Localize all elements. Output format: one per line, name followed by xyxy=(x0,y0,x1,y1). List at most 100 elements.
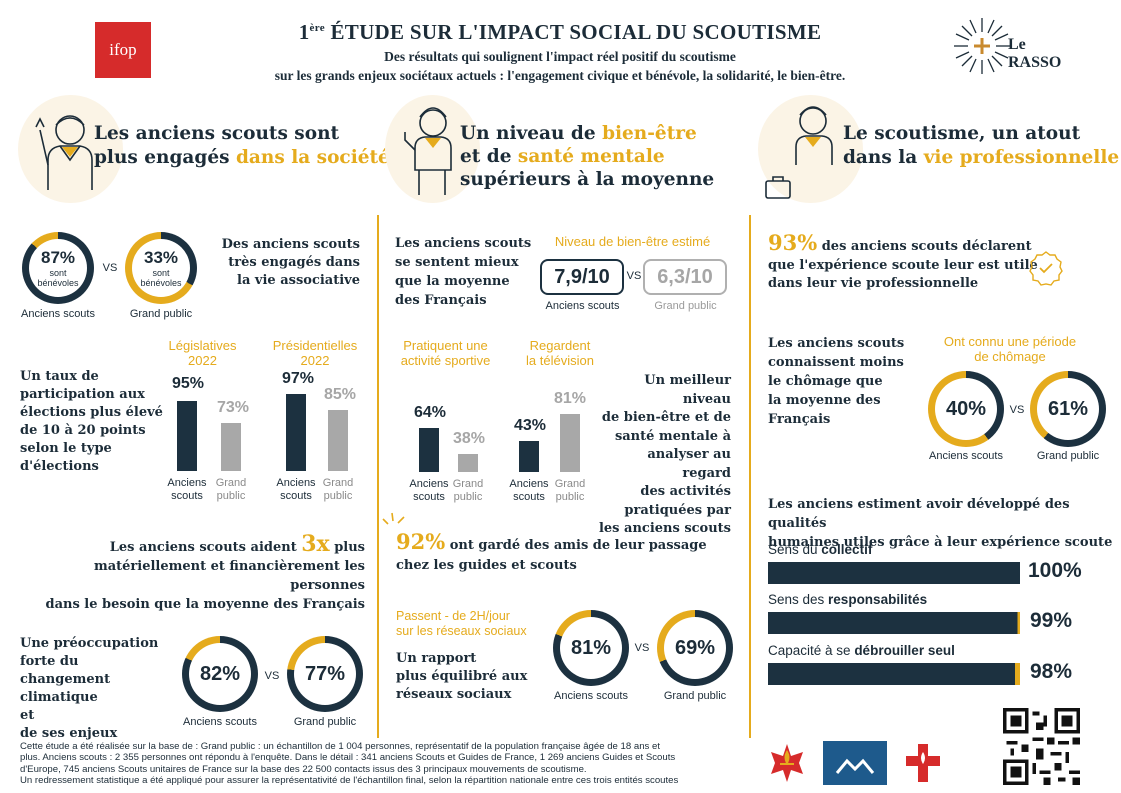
label: Grand public xyxy=(293,716,357,728)
scout-thumbs-up-icon xyxy=(404,107,452,195)
text-line: d'élections xyxy=(20,459,99,474)
label: Anciens scouts xyxy=(545,300,620,312)
quality-label: Sens des responsabilités xyxy=(768,592,928,607)
engaged-text: Des anciens scouts très engagés dans la vi… xyxy=(221,237,360,288)
ifop-logo: ifop xyxy=(95,22,151,78)
label: Grand public xyxy=(654,300,717,312)
professional-text: 93% des anciens scouts déclarent que l'e… xyxy=(768,230,1038,291)
section-heading-engagement: Les anciens scouts sont plus engagés dan… xyxy=(94,123,390,168)
label: Anciens scouts xyxy=(554,690,628,702)
section-heading-wellbeing: Un niveau de bien-être et de santé menta… xyxy=(460,123,715,190)
text-line: Les anciens scouts xyxy=(395,236,532,251)
text-line: Un rapport xyxy=(396,651,477,666)
qr-code-icon xyxy=(1003,708,1080,785)
sun-icon xyxy=(954,18,1010,74)
donut-unemployment-public: 61% xyxy=(1030,371,1106,447)
bar-pres-scouts xyxy=(286,394,306,471)
better-wellbeing-text: Un meilleur niveau de bien-être et de sant… xyxy=(598,372,731,539)
rasso-logo: Le RASSO xyxy=(952,16,1082,76)
bar-sport-public xyxy=(458,454,478,472)
donut-climate-public: 77% xyxy=(287,636,363,712)
bar-label: Grand public xyxy=(452,478,484,503)
scout-avatar xyxy=(758,95,863,203)
text-line: de bien-être et de xyxy=(601,410,731,425)
bar-tv-scouts xyxy=(519,441,539,472)
vs-label: VS xyxy=(1009,404,1025,416)
quality-bar-responsabilites xyxy=(768,612,1020,634)
qr-code xyxy=(1003,708,1080,785)
text-line: forte du changement xyxy=(20,654,111,687)
label: Anciens scouts xyxy=(21,308,95,320)
text-line: Français xyxy=(768,412,831,427)
text-line: selon le type xyxy=(20,441,112,456)
donut-public-volunteer: 33% sont bénévoles xyxy=(125,232,197,304)
donut-climate-scouts: 82% xyxy=(182,636,258,712)
scouts-unitaires-logo xyxy=(823,741,887,785)
quality-label: Sens du collectif xyxy=(768,542,873,557)
text-line: Les anciens scouts xyxy=(768,336,905,351)
label: Grand public xyxy=(129,308,193,320)
text-line: analyser au regard xyxy=(647,447,731,481)
vs-label: VS xyxy=(634,642,650,654)
donut-social-public: 69% xyxy=(657,610,733,686)
quality-value: 98% xyxy=(1030,660,1073,683)
quality-value: 99% xyxy=(1030,609,1073,632)
friends-text: 92% ont gardé des amis de leur passage c… xyxy=(396,529,707,573)
quality-bar-debrouiller xyxy=(768,663,1020,685)
scout-avatar xyxy=(385,95,480,203)
feel-better-text: Les anciens scouts se sentent mieux que la… xyxy=(395,234,535,310)
bar-leg-scouts xyxy=(177,401,197,471)
text-line: se sentent mieux xyxy=(395,255,519,270)
social-title: Passent - de 2H/jour sur les réseaux soci… xyxy=(396,609,527,638)
sparkle-icon xyxy=(382,512,405,525)
label: Anciens scouts xyxy=(929,450,1003,462)
vs-label: VS xyxy=(626,270,642,282)
label: Grand public xyxy=(1036,450,1100,462)
score-box-scouts: 7,9/10 xyxy=(540,259,624,295)
text-line: de 10 à 20 points xyxy=(20,423,146,438)
badge-check-icon xyxy=(1029,251,1063,286)
text-line: plus équilibré aux xyxy=(396,669,528,684)
text-line: Une préoccupation xyxy=(20,636,159,651)
bar-pres-public xyxy=(328,410,348,471)
bar-value: 43% xyxy=(513,417,547,434)
unemployment-title: Ont connu une période de chômage xyxy=(943,334,1077,364)
bar-label: Anciens scouts xyxy=(509,478,549,503)
bar-leg-public xyxy=(221,423,241,471)
bar-tv-public xyxy=(560,414,580,472)
text-line: que la moyenne xyxy=(395,274,510,289)
bar-value: 81% xyxy=(553,390,587,407)
vs-label: VS xyxy=(264,670,280,682)
social-text: Un rapport plus équilibré aux réseaux soci… xyxy=(396,650,546,704)
scout-briefcase-icon xyxy=(765,106,833,199)
bar-value: 95% xyxy=(171,375,205,392)
label: Anciens scouts xyxy=(183,716,257,728)
bar-sport-scouts xyxy=(419,428,439,472)
subtitle: Des résultats qui soulignent l'impact ré… xyxy=(274,49,846,83)
qualities-text: Les anciens estiment avoir développé des… xyxy=(768,497,1113,550)
wellbeing-title: Niveau de bien-être estimé xyxy=(554,234,711,249)
donut-unemployment-scouts: 40% xyxy=(928,371,1004,447)
help-text: Les anciens scouts aident 3x plus matéri… xyxy=(45,531,365,612)
donut-social-scouts: 81% xyxy=(553,610,629,686)
section-heading-professional: Le scoutisme, un atout dans la vie profe… xyxy=(843,123,1120,168)
text-line: le chômage que xyxy=(768,374,883,389)
sgdf-cross-icon xyxy=(906,744,940,782)
column-divider xyxy=(377,215,379,738)
text-line: connaissent moins xyxy=(768,355,904,370)
unemployment-text: Les anciens scouts connaissent moins le ch… xyxy=(768,334,918,429)
scout-raising-hand-icon xyxy=(35,115,93,190)
text-line: de ses enjeux xyxy=(20,726,118,741)
text-line: participation aux xyxy=(20,387,145,402)
text-line: la moyenne des xyxy=(768,393,881,408)
text-line: Un taux de xyxy=(20,369,99,384)
bar-label: Anciens scouts xyxy=(167,477,207,502)
text-line: réseaux sociaux xyxy=(396,687,512,702)
bar-label: Grand public xyxy=(215,477,247,502)
bar-label: Anciens scouts xyxy=(409,478,449,503)
bar-value: 97% xyxy=(281,370,315,387)
tv-title: Regardent la télévision xyxy=(526,338,594,368)
page-title: 1ère ÉTUDE SUR L'IMPACT SOCIAL DU SCOUTI… xyxy=(298,20,822,44)
quality-label: Capacité à se débrouiller seul xyxy=(768,643,955,658)
climate-text: Une préoccupation forte du changement clim… xyxy=(20,635,170,743)
